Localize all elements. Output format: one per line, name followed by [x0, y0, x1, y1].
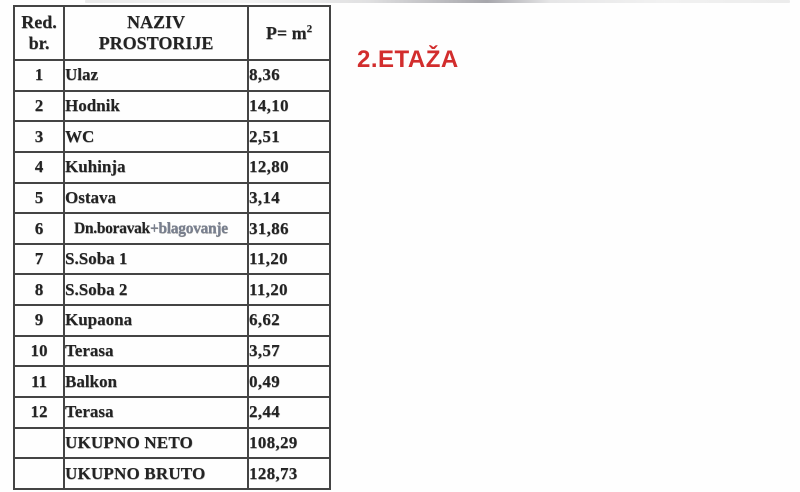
row-number-cell: 2: [13, 89, 65, 123]
area-value-cell: 2,51: [247, 120, 331, 153]
row-number-cell: 10: [13, 334, 65, 368]
area-value-cell: 3,14: [247, 181, 331, 215]
room-name-cell: WC: [63, 120, 249, 153]
scan-artifact-top: [85, 0, 790, 3]
table-row: 4 Kuhinja 12,80: [13, 150, 331, 184]
area-value-cell: 0,49: [247, 365, 331, 399]
table-row: 12 Terasa 2,44: [13, 396, 331, 429]
room-name-cell: S.Soba 1: [63, 242, 249, 276]
table-row: 11 Balkon 0,49: [13, 365, 331, 399]
area-value-cell: 31,86: [247, 212, 331, 245]
table-row: 8 S.Soba 2 11,20: [13, 273, 331, 307]
room-name-cell: S.Soba 2: [63, 273, 249, 307]
row-number-cell: 11: [13, 365, 65, 399]
area-value-cell: 2,44: [247, 396, 331, 429]
room-name-cell: Terasa: [63, 396, 249, 429]
empty-cell: [13, 457, 65, 490]
area-value-cell: 3,57: [247, 334, 331, 368]
total-bruto-value: 128,73: [247, 457, 331, 490]
room-name-cell: Ulaz: [63, 59, 249, 92]
total-bruto-label: UKUPNO BRUTO: [63, 457, 249, 490]
table-row: 2 Hodnik 14,10: [13, 89, 331, 123]
room-name-cell: Hodnik: [63, 89, 249, 123]
area-value-cell: 14,10: [247, 89, 331, 123]
total-neto-label: UKUPNO NETO: [63, 426, 249, 460]
table-row: 7 S.Soba 1 11,20: [13, 242, 331, 276]
table-row: 5 Ostava 3,14: [13, 181, 331, 215]
table-row: 10 Terasa 3,57: [13, 334, 331, 368]
table-row: 6 Dn.boravak+blagovanje 31,86: [13, 212, 331, 245]
table-row: 9 Kupaona 6,62: [13, 304, 331, 337]
table-row: 1 Ulaz 8,36: [13, 59, 331, 92]
header-room-name: NAZIV PROSTORIJE: [63, 5, 249, 61]
floor-label: 2.ETAŽA: [357, 46, 459, 73]
room-name-cell: Balkon: [63, 365, 249, 399]
table-row: 3 WC 2,51: [13, 120, 331, 153]
row-number-cell: 3: [13, 120, 65, 153]
room-name-cell: Kuhinja: [63, 150, 249, 184]
area-value-cell: 6,62: [247, 304, 331, 337]
row-number-cell: 8: [13, 273, 65, 307]
room-name-cell: Dn.boravak+blagovanje: [63, 212, 249, 245]
squared-superscript: 2: [306, 22, 313, 35]
room-area-table: Red. br. NAZIV PROSTORIJE P= m2 1 Ulaz 8,3…: [13, 5, 331, 490]
row-number-cell: 12: [13, 396, 65, 429]
room-name-cell: Ostava: [63, 181, 249, 215]
row-number-cell: 7: [13, 242, 65, 276]
room-name-cell: Terasa: [63, 334, 249, 368]
area-value-cell: 12,80: [247, 150, 331, 184]
header-area: P= m2: [247, 5, 331, 61]
header-ordinal: Red. br.: [13, 5, 65, 61]
table-header-row: Red. br. NAZIV PROSTORIJE P= m2: [13, 5, 331, 61]
area-value-cell: 8,36: [247, 59, 331, 92]
room-name-cell: Kupaona: [63, 304, 249, 337]
total-neto-value: 108,29: [247, 426, 331, 460]
row-number-cell: 1: [13, 59, 65, 92]
area-value-cell: 11,20: [247, 273, 331, 307]
row-number-cell: 9: [13, 304, 65, 337]
row-number-cell: 6: [13, 212, 65, 245]
empty-cell: [13, 426, 65, 460]
total-row-neto: UKUPNO NETO 108,29: [13, 426, 331, 460]
area-value-cell: 11,20: [247, 242, 331, 276]
total-row-bruto: UKUPNO BRUTO 128,73: [13, 457, 331, 490]
row-number-cell: 5: [13, 181, 65, 215]
row-number-cell: 4: [13, 150, 65, 184]
